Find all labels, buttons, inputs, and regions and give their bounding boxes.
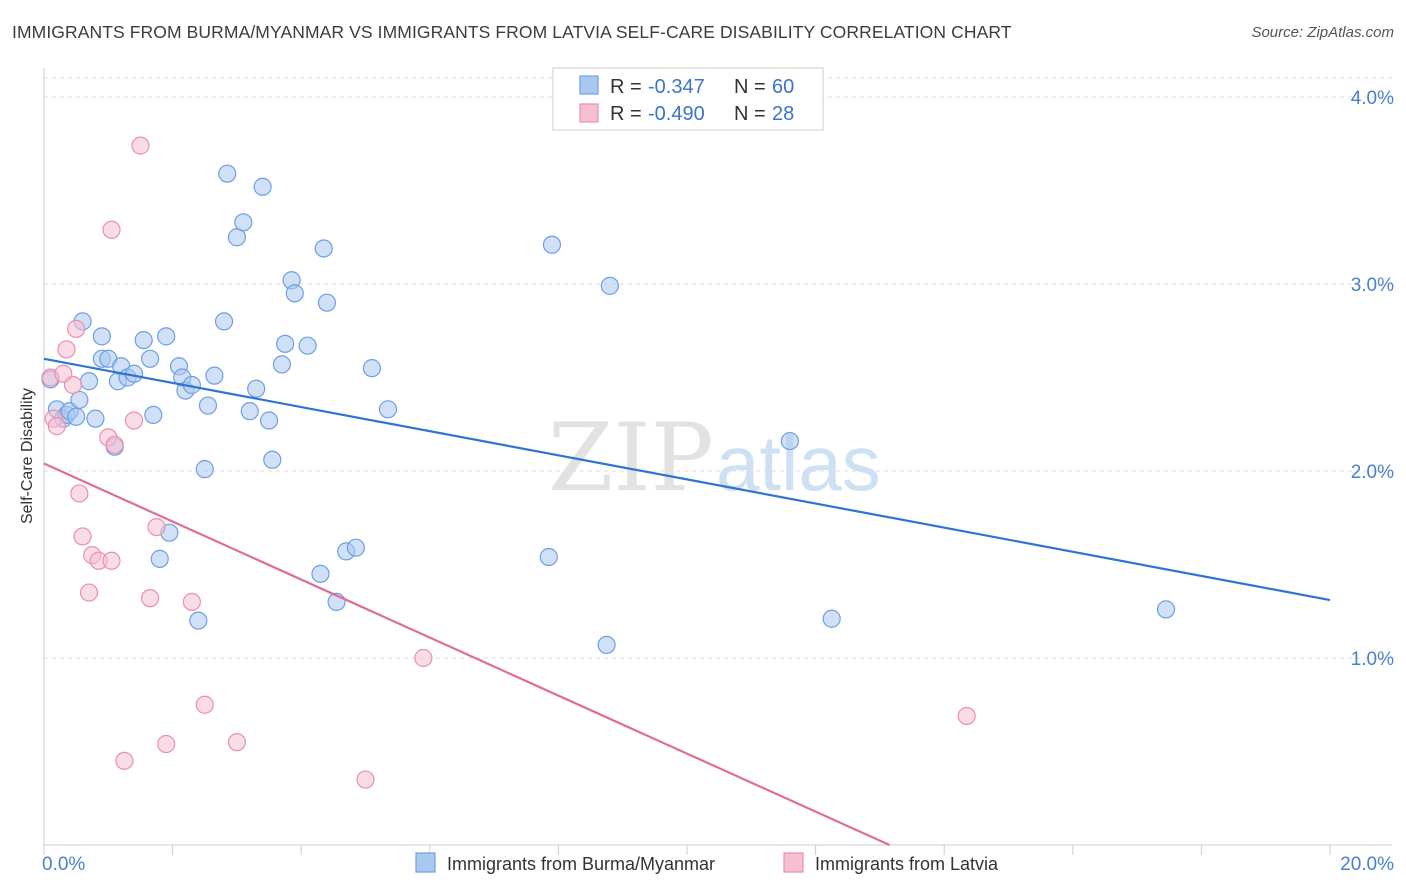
grid-lines — [44, 77, 1392, 659]
legend-swatch-burma — [579, 75, 599, 95]
latvia-point-19 — [140, 589, 160, 608]
burma-point-22 — [157, 327, 176, 346]
burma-point-36 — [240, 402, 259, 421]
burma-point-20 — [144, 405, 163, 424]
burma-point-38 — [253, 177, 272, 196]
burma-point-8 — [79, 372, 99, 391]
burma-point-19 — [140, 349, 160, 368]
source-label: Source: ZipAtlas.com — [1251, 24, 1394, 41]
trend-lines — [43, 357, 1331, 847]
latvia-point-27 — [957, 706, 976, 726]
burma-point-55 — [542, 235, 562, 254]
burma-point-40 — [263, 450, 282, 469]
burma-point-31 — [205, 366, 224, 385]
burma-point-42 — [276, 334, 295, 353]
y-axis-label: Self-Care Disability — [19, 388, 36, 524]
y-tick-label-3: 4.0% — [1351, 88, 1394, 109]
burma-point-37 — [247, 379, 266, 398]
latvia-point-17 — [124, 411, 144, 430]
burma-trend-line — [43, 357, 1331, 602]
burma-point-59 — [822, 609, 841, 628]
correlation-legend: R = -0.347 N = 60 R = -0.490 N = 28 — [552, 67, 824, 131]
legend-r-value-1: -0.347 — [648, 76, 705, 98]
burma-point-60 — [1156, 600, 1176, 619]
burma-point-45 — [298, 336, 317, 355]
burma-point-35 — [234, 213, 253, 232]
bottom-legend-label-burma: Immigrants from Burma/Myanmar — [447, 854, 715, 874]
burma-point-9 — [86, 409, 105, 428]
legend-r-label-2: R = — [610, 103, 642, 125]
latvia-point-9 — [79, 583, 99, 602]
legend-r-label-1: R = — [610, 76, 642, 98]
latvia-point-18 — [131, 136, 150, 155]
burma-point-54 — [539, 547, 558, 567]
burma-point-51 — [346, 538, 365, 557]
x-tick-label-0: 0.0% — [42, 854, 85, 875]
latvia-point-20 — [147, 517, 166, 537]
burma-point-41 — [272, 355, 292, 374]
latvia-point-26 — [414, 648, 433, 668]
y-tick-label-0: 1.0% — [1351, 649, 1394, 670]
latvia-point-13 — [102, 220, 121, 239]
legend-swatch-latvia — [579, 103, 599, 123]
burma-point-32 — [214, 312, 234, 331]
bottom-legend-label-latvia: Immigrants from Latvia — [815, 854, 999, 874]
burma-point-58 — [780, 431, 799, 451]
burma-point-34 — [227, 228, 246, 247]
latvia-point-22 — [182, 592, 201, 612]
x-tick-label-1: 20.0% — [1340, 854, 1394, 875]
latvia-point-2 — [47, 417, 66, 436]
burma-point-53 — [378, 400, 398, 419]
burma-point-30 — [198, 396, 218, 415]
latvia-point-15 — [105, 435, 124, 454]
latvia-trend-line — [43, 462, 890, 847]
legend-n-value-2: 28 — [772, 103, 794, 125]
burma-point-47 — [314, 239, 333, 258]
burma-point-39 — [259, 411, 279, 430]
burma-point-21 — [150, 549, 169, 568]
burma-point-46 — [311, 564, 330, 583]
latvia-point-8 — [73, 527, 92, 546]
latvia-point-4 — [57, 340, 76, 359]
y-tick-labels: 1.0% 2.0% 3.0% 4.0% — [1351, 88, 1394, 670]
latvia-point-16 — [115, 751, 134, 770]
series-legend: Immigrants from Burma/Myanmar Immigrants… — [415, 852, 999, 874]
watermark-atlas: atlas — [716, 419, 881, 507]
latvia-point-23 — [195, 695, 214, 714]
burma-point-56 — [597, 635, 616, 655]
latvia-point-24 — [227, 733, 246, 752]
burma-point-44 — [285, 284, 304, 303]
burma-point-57 — [600, 276, 619, 295]
latvia-point-7 — [70, 484, 89, 503]
watermark: ZIP atlas — [548, 404, 881, 513]
x-tick-labels: 0.0% 20.0% — [42, 854, 1394, 875]
legend-n-label-2: N = — [734, 103, 766, 125]
legend-n-label-1: N = — [734, 76, 766, 98]
burma-point-29 — [195, 460, 214, 479]
latvia-point-21 — [157, 734, 176, 754]
latvia-point-5 — [63, 375, 83, 395]
burma-point-6 — [70, 390, 89, 410]
legend-r-value-2: -0.490 — [648, 103, 705, 125]
burma-point-52 — [362, 359, 382, 378]
burma-point-33 — [218, 164, 237, 183]
burma-point-18 — [134, 331, 153, 350]
bottom-legend-swatch-latvia — [783, 852, 804, 873]
latvia-point-6 — [67, 319, 86, 338]
axes — [43, 68, 1392, 855]
y-tick-label-1: 2.0% — [1351, 462, 1394, 483]
chart-title: IMMIGRANTS FROM BURMA/MYANMAR VS IMMIGRA… — [12, 22, 1012, 42]
y-tick-label-2: 3.0% — [1351, 275, 1394, 296]
burma-point-28 — [189, 611, 208, 630]
bottom-legend-swatch-burma — [415, 852, 436, 873]
burma-point-10 — [92, 327, 111, 346]
latvia-point-25 — [356, 770, 375, 789]
latvia-point-14 — [102, 551, 121, 570]
burma-point-5 — [67, 407, 86, 426]
legend-n-value-1: 60 — [772, 76, 794, 98]
burma-point-48 — [317, 293, 337, 312]
